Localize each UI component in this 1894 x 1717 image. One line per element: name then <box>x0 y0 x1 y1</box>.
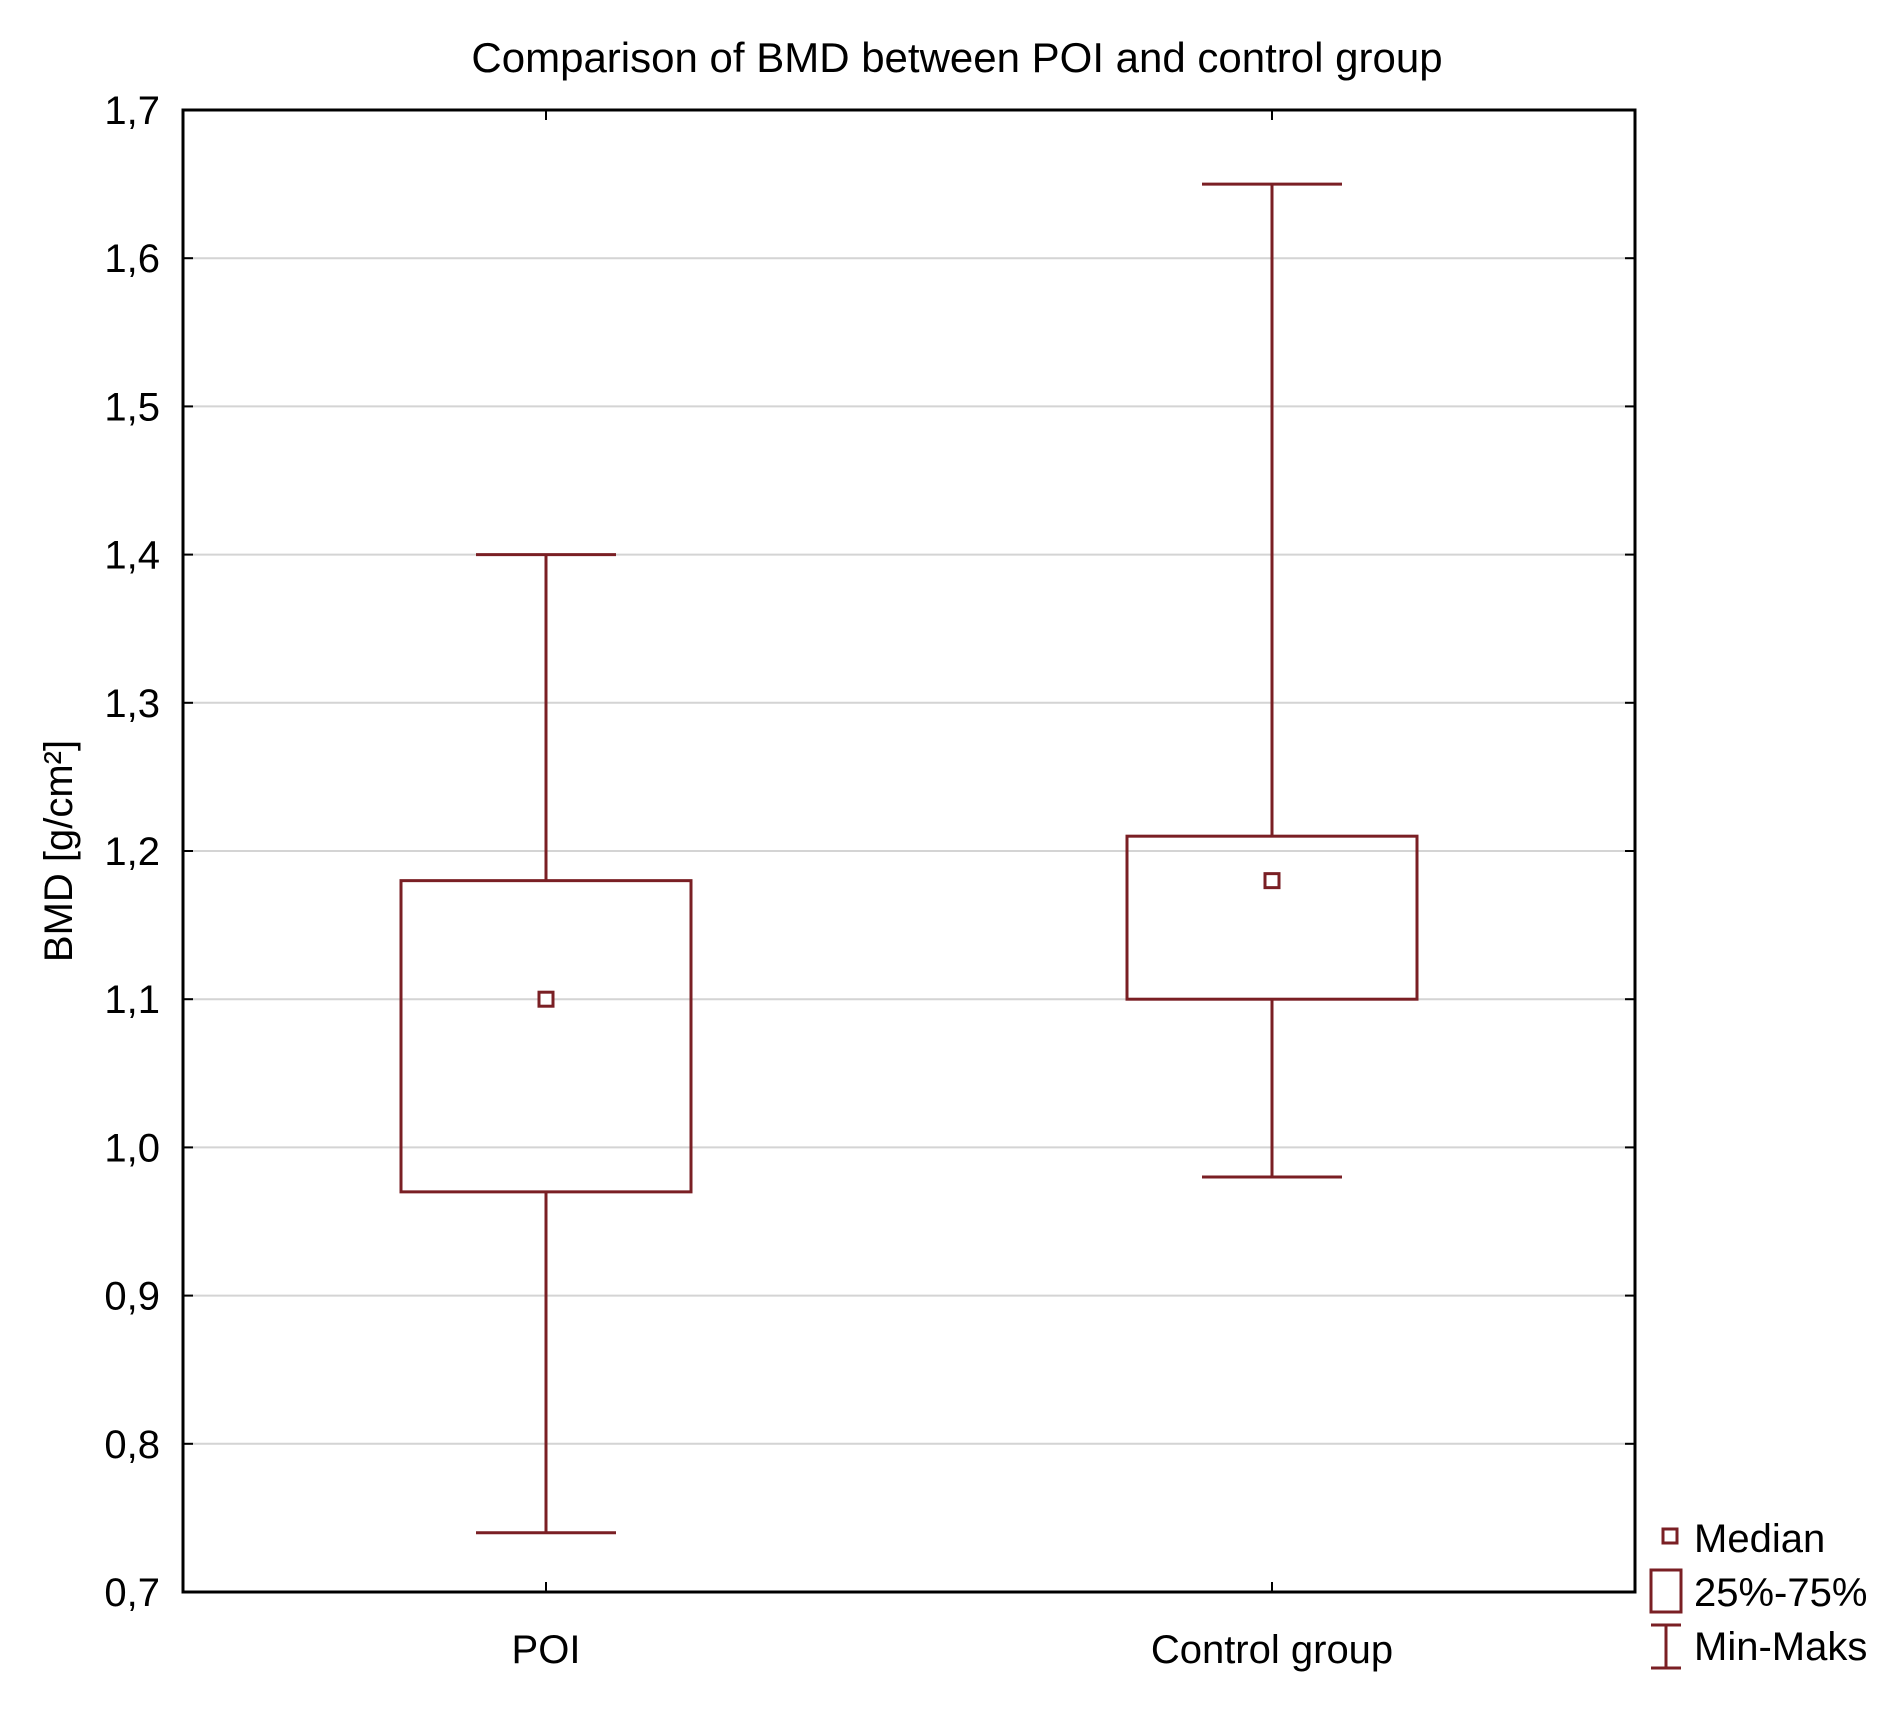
y-tick-label: 1,0 <box>104 1126 160 1170</box>
y-tick-label: 1,1 <box>104 978 160 1022</box>
x-axis: POI Control group <box>512 110 1393 1672</box>
y-tick-label: 0,7 <box>104 1571 160 1615</box>
y-tick-label: 1,7 <box>104 89 160 133</box>
y-tick-label: 0,9 <box>104 1275 160 1319</box>
median-marker <box>1263 872 1281 890</box>
legend-iqr-symbol <box>1649 1568 1683 1614</box>
y-axis: 0,7 0,8 0,9 1,0 1,1 1,2 1,3 1,4 1,5 1,6 1,7 <box>104 89 1635 1615</box>
legend-median-symbol <box>1661 1527 1679 1545</box>
y-axis-label: BMD [g/cm²] <box>37 740 81 962</box>
box-iqr <box>1125 834 1419 1001</box>
legend-iqr-label: 25%-75% <box>1694 1571 1867 1615</box>
grid-lines <box>183 257 1635 1445</box>
legend-median-label: Median <box>1694 1517 1825 1561</box>
chart-title: Comparison of BMD between POI and contro… <box>471 34 1442 81</box>
x-tick-label: Control group <box>1151 1628 1393 1672</box>
box-series <box>399 182 1419 1535</box>
y-tick-label: 1,2 <box>104 830 160 874</box>
y-tick-label: 1,5 <box>104 385 160 429</box>
legend-range-label: Min-Maks <box>1694 1625 1867 1669</box>
y-tick-label: 1,3 <box>104 682 160 726</box>
legend: Median 25%-75% Min-Maks <box>1649 1517 1867 1670</box>
y-tick-label: 1,6 <box>104 237 160 281</box>
y-tick-label: 0,8 <box>104 1423 160 1467</box>
median-marker <box>537 990 555 1008</box>
box-iqr <box>399 879 693 1194</box>
y-tick-label: 1,4 <box>104 534 160 578</box>
x-tick-label: POI <box>512 1628 581 1672</box>
